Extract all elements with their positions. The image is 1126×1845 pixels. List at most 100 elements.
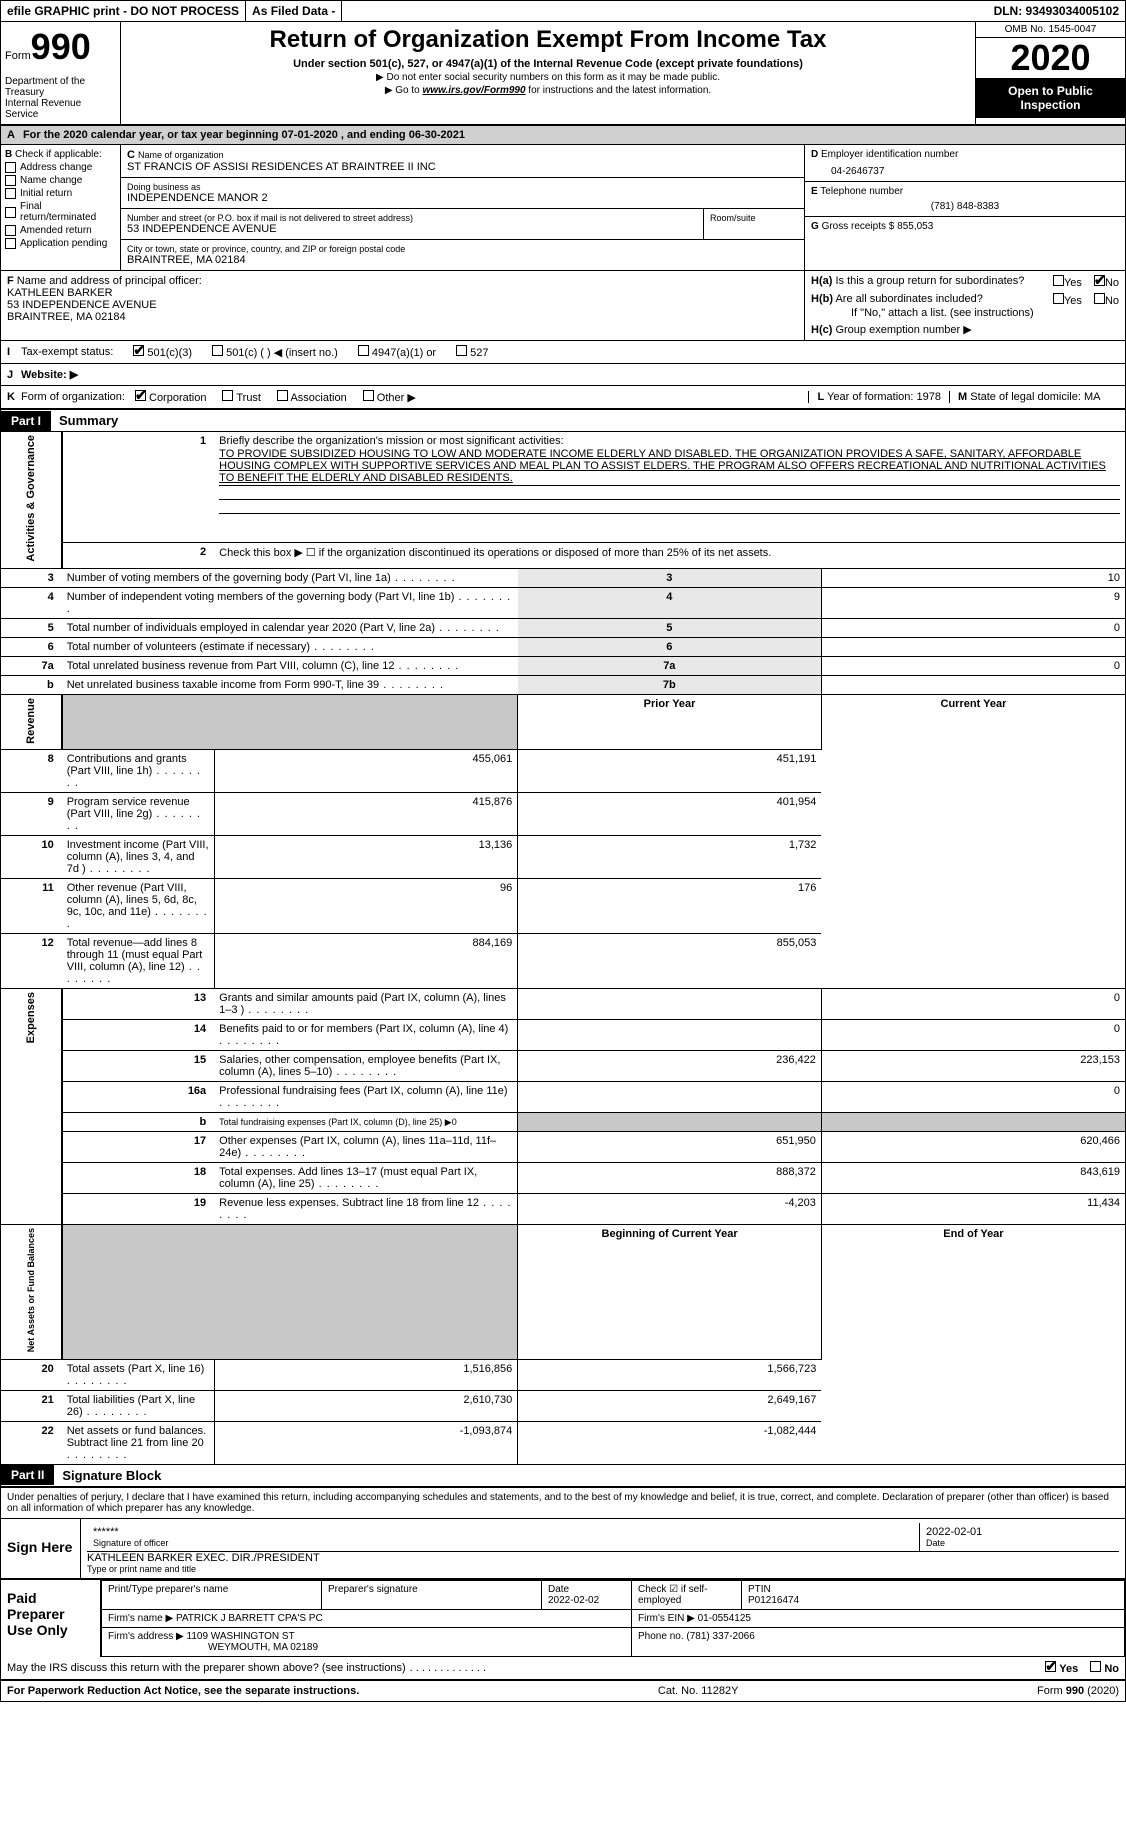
header-center: Return of Organization Exempt From Incom… (121, 22, 975, 124)
hb-note: If "No," attach a list. (see instruction… (811, 307, 1119, 319)
row-curr: 2,649,167 (518, 1390, 822, 1421)
row-text: Total revenue—add lines 8 through 11 (mu… (62, 934, 214, 989)
row-text: Total unrelated business revenue from Pa… (62, 656, 518, 675)
row-prior: 1,516,856 (214, 1359, 518, 1390)
row-i: I Tax-exempt status: 501(c)(3) 501(c) ( … (1, 341, 1125, 364)
hb-label: H(b) (811, 293, 833, 305)
hb-yes-checkbox[interactable] (1053, 293, 1064, 304)
city-label: City or town, state or province, country… (127, 244, 798, 254)
addr-label: Number and street (or P.O. box if mail i… (127, 213, 697, 223)
e-label: E (811, 186, 818, 197)
row-curr: 223,153 (821, 1051, 1125, 1082)
header-right: OMB No. 1545-0047 2020 Open to Public In… (975, 22, 1125, 124)
ha-no-checkbox[interactable] (1094, 275, 1105, 286)
l-text: Year of formation: 1978 (827, 391, 941, 403)
row-text: Professional fundraising fees (Part IX, … (214, 1082, 518, 1113)
row-val (821, 637, 1125, 656)
b-check-label: Address change (20, 162, 92, 173)
ein-value: 04-2646737 (811, 160, 1119, 177)
dba-label: Doing business as (127, 182, 798, 192)
sign-here-label: Sign Here (1, 1519, 81, 1578)
row-num: 12 (1, 934, 62, 989)
row-prior: 455,061 (214, 750, 518, 793)
m-text: State of legal domicile: MA (970, 391, 1100, 403)
row-num: 14 (62, 1020, 214, 1051)
topbar-efile: efile GRAPHIC print - DO NOT PROCESS (1, 1, 246, 21)
firm-name-label: Firm's name ▶ (108, 1613, 173, 1624)
b-checkbox[interactable] (5, 175, 16, 186)
mission-text: TO PROVIDE SUBSIDIZED HOUSING TO LOW AND… (219, 447, 1120, 486)
sign-here-block: Sign Here ****** Signature of officer 20… (1, 1518, 1125, 1578)
row-num: 18 (62, 1163, 214, 1194)
i-opt-checkbox[interactable] (133, 345, 144, 356)
row-text: Total number of volunteers (estimate if … (62, 637, 518, 656)
k-opt-checkbox[interactable] (363, 390, 374, 401)
hb-no-checkbox[interactable] (1094, 293, 1105, 304)
row-prior: 96 (214, 879, 518, 934)
k-label: K (7, 391, 21, 403)
row-num: 3 (1, 568, 62, 587)
discuss-yes-checkbox[interactable] (1045, 1661, 1056, 1672)
row-curr: 620,466 (821, 1132, 1125, 1163)
row-curr: 0 (821, 989, 1125, 1020)
prep-sig-label: Preparer's signature (322, 1580, 542, 1609)
i-opt-checkbox[interactable] (456, 345, 467, 356)
b-checkbox[interactable] (5, 162, 16, 173)
row-text: Total fundraising expenses (Part IX, col… (214, 1113, 518, 1132)
b-checkbox[interactable] (5, 225, 16, 236)
row-curr: 855,053 (518, 934, 822, 989)
city-value: BRAINTREE, MA 02184 (127, 254, 798, 266)
k-opt-checkbox[interactable] (135, 390, 146, 401)
sig-declaration: Under penalties of perjury, I declare th… (1, 1486, 1125, 1518)
k-opt-checkbox[interactable] (277, 390, 288, 401)
firm-addr-label: Firm's address ▶ (108, 1631, 184, 1642)
row-a-label: A (7, 129, 15, 141)
irs-link[interactable]: www.irs.gov/Form990 (423, 85, 526, 96)
dba-value: INDEPENDENCE MANOR 2 (127, 192, 798, 204)
b-checkbox[interactable] (5, 207, 16, 218)
footer-right: Form 990 (2020) (1037, 1685, 1119, 1697)
row-a: A For the 2020 calendar year, or tax yea… (1, 126, 1125, 145)
sig-name-title: KATHLEEN BARKER EXEC. DIR./PRESIDENT (87, 1552, 1119, 1564)
part-ii-header: Part II Signature Block (1, 1464, 1125, 1486)
g-label: G (811, 221, 819, 232)
row-num: 13 (62, 989, 214, 1020)
row-text: Total expenses. Add lines 13–17 (must eq… (214, 1163, 518, 1194)
vlabel: Expenses (25, 992, 37, 1043)
row-num: b (62, 1113, 214, 1132)
row-text: Benefits paid to or for members (Part IX… (214, 1020, 518, 1051)
d-label: D (811, 149, 818, 160)
discuss-no-checkbox[interactable] (1090, 1661, 1101, 1672)
row-text: Revenue less expenses. Subtract line 18 … (214, 1194, 518, 1225)
row-klm: K Form of organization: Corporation Trus… (1, 386, 1125, 410)
b-checkbox[interactable] (5, 188, 16, 199)
row-curr: 843,619 (821, 1163, 1125, 1194)
k-text: Form of organization: (21, 391, 125, 403)
b-check-label: Amended return (20, 225, 92, 236)
ptin-label: PTIN (748, 1584, 771, 1595)
i-opt-checkbox[interactable] (358, 345, 369, 356)
row-prior: 13,136 (214, 836, 518, 879)
row-prior: -4,203 (518, 1194, 822, 1225)
section-f: F Name and address of principal officer:… (1, 271, 805, 340)
print-name-label: Print/Type preparer's name (102, 1580, 322, 1609)
ha-yes-checkbox[interactable] (1053, 275, 1064, 286)
q1-text: Briefly describe the organization's miss… (219, 435, 563, 447)
row-box: 6 (518, 637, 822, 656)
row-prior: -1,093,874 (214, 1421, 518, 1464)
b-check-label: Name change (20, 175, 82, 186)
row-num: 6 (1, 637, 62, 656)
row-num: 16a (62, 1082, 214, 1113)
sig-officer-label: Signature of officer (93, 1538, 913, 1548)
i-opt-checkbox[interactable] (212, 345, 223, 356)
l-label: L (817, 391, 824, 403)
dept-treasury: Department of the Treasury (5, 76, 116, 98)
row-text: Grants and similar amounts paid (Part IX… (214, 989, 518, 1020)
row-box: 3 (518, 568, 822, 587)
j-text: Website: ▶ (21, 368, 78, 381)
k-opt-checkbox[interactable] (222, 390, 233, 401)
vlabel-rev: Revenue (25, 698, 37, 744)
b-checkbox[interactable] (5, 238, 16, 249)
b-check-label: Initial return (20, 188, 72, 199)
part-ii-title: Signature Block (54, 1465, 169, 1486)
